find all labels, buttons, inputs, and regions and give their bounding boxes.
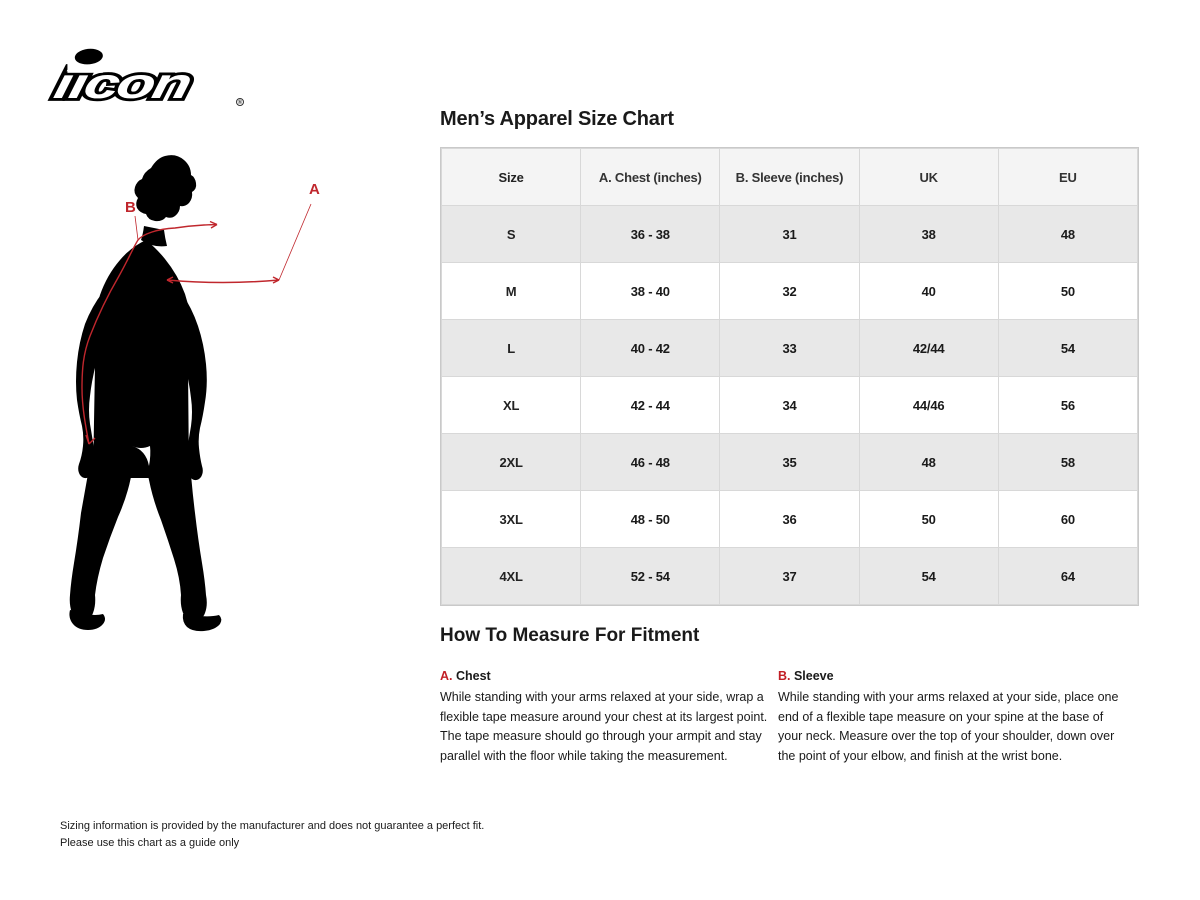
svg-text:A: A bbox=[309, 181, 320, 198]
svg-text:B: B bbox=[125, 199, 136, 216]
